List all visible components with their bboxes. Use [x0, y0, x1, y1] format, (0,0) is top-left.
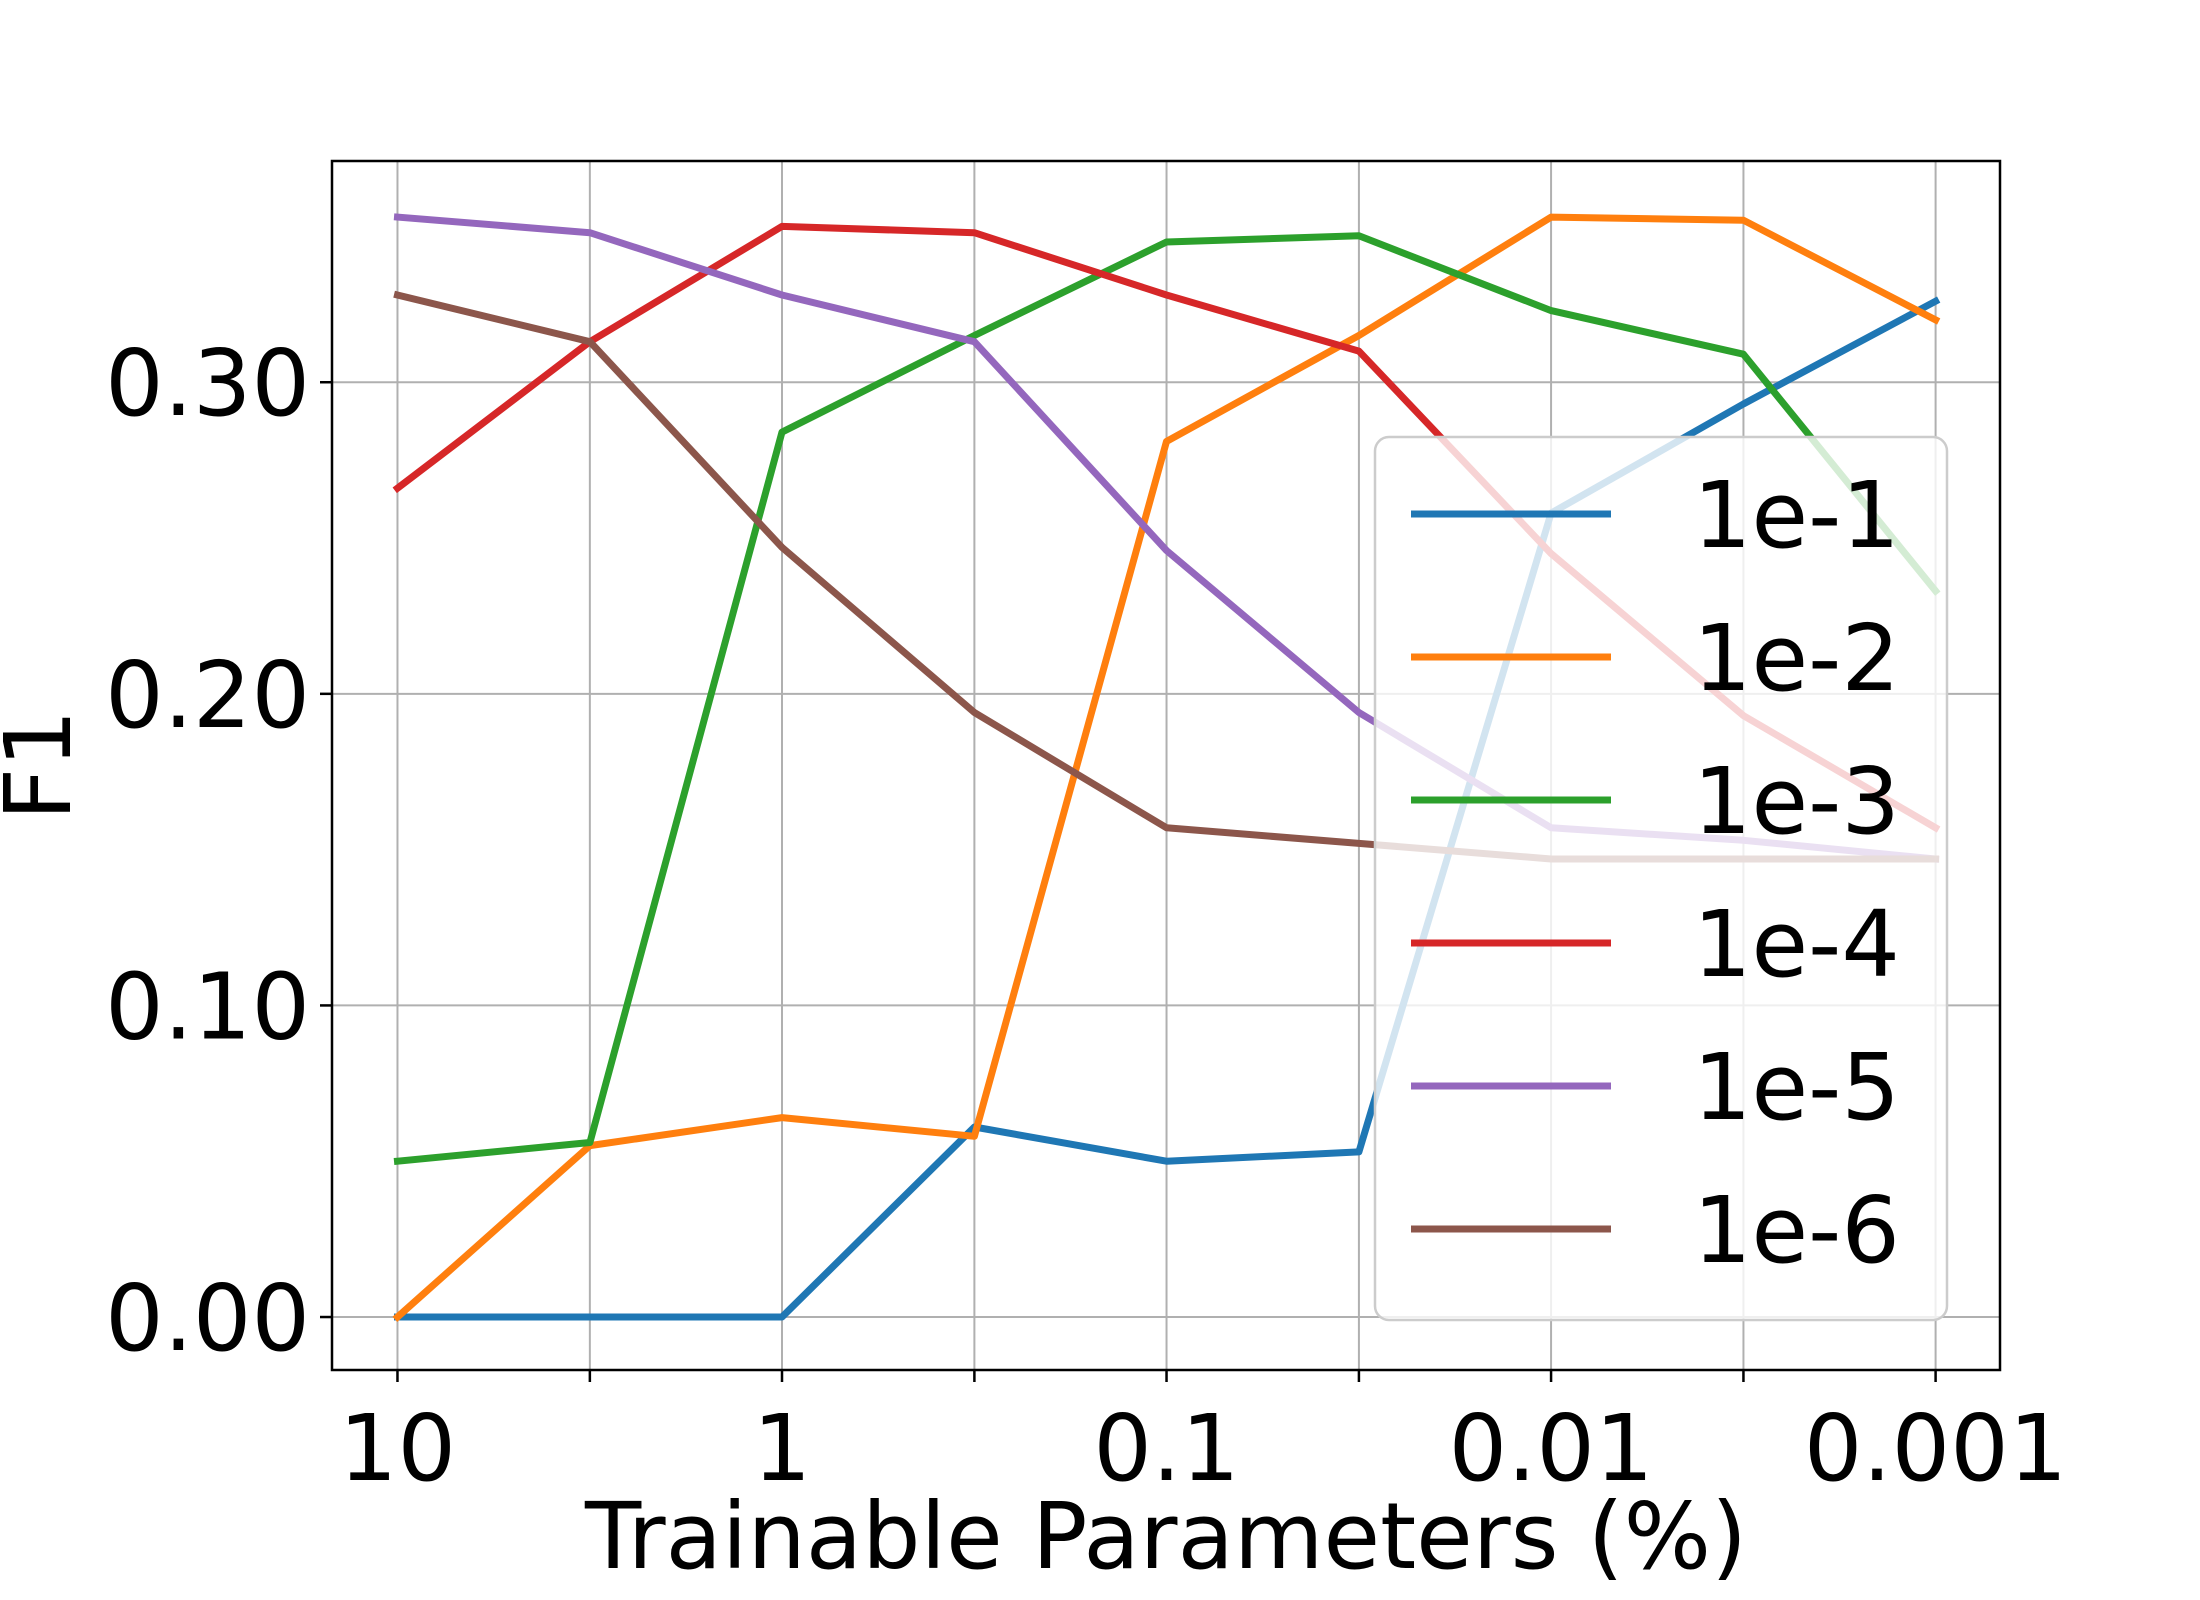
legend: 1e-1 1e-2 1e-3 1e-4 1e-5 1e-6 [1373, 435, 1949, 1322]
x-tick-label: 0.01 [1449, 1395, 1654, 1502]
series-line-1e-3 [393, 232, 1941, 1166]
x-tick-label: 1 [753, 1395, 812, 1502]
y-tick-label: 0.00 [105, 1265, 310, 1372]
x-tick-label: 0.1 [1093, 1395, 1239, 1502]
x-axis-title: Trainable Parameters (%) [584, 1483, 1747, 1590]
legend-label-1e-3: 1e-3 [1693, 748, 1900, 855]
series-line-1e-2 [392, 213, 1941, 1322]
legend-label-1e-2: 1e-2 [1693, 605, 1900, 712]
legend-label-1e-5: 1e-5 [1693, 1034, 1900, 1141]
x-tick-label: 10 [339, 1395, 456, 1502]
x-axis: 10 1 0.1 0.01 0.001 [339, 1370, 2067, 1502]
legend-label-1e-4: 1e-4 [1693, 891, 1900, 998]
y-axis: 0.00 0.10 0.20 0.30 [105, 330, 332, 1372]
y-axis-title: F1 [0, 709, 92, 820]
y-tick-label: 0.20 [105, 642, 310, 749]
y-tick-label: 0.30 [105, 330, 310, 437]
legend-label-1e-6: 1e-6 [1693, 1177, 1900, 1284]
y-tick-label: 0.10 [105, 953, 310, 1060]
x-tick-label: 0.001 [1804, 1395, 2067, 1502]
legend-label-1e-1: 1e-1 [1693, 462, 1900, 569]
